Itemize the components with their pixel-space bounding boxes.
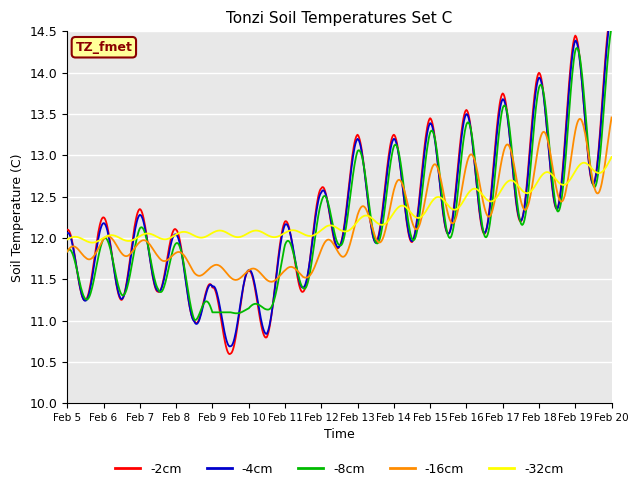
Text: TZ_fmet: TZ_fmet [76, 41, 132, 54]
Title: Tonzi Soil Temperatures Set C: Tonzi Soil Temperatures Set C [227, 11, 452, 26]
Y-axis label: Soil Temperature (C): Soil Temperature (C) [11, 153, 24, 282]
X-axis label: Time: Time [324, 429, 355, 442]
Legend: -2cm, -4cm, -8cm, -16cm, -32cm: -2cm, -4cm, -8cm, -16cm, -32cm [110, 458, 568, 480]
